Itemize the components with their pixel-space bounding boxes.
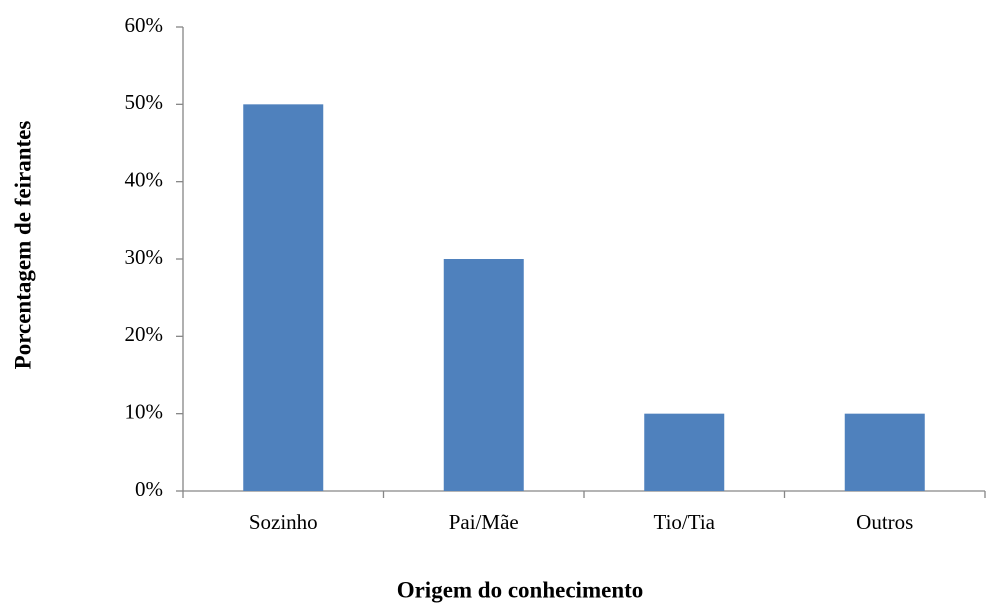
x-axis-title: Origem do conhecimento <box>397 577 644 602</box>
x-tick-label: Tio/Tia <box>653 510 715 534</box>
y-tick-label: 10% <box>125 399 164 423</box>
y-axis-title: Porcentagem de feirantes <box>10 121 35 370</box>
bar <box>443 259 524 491</box>
x-tick-label: Outros <box>856 510 913 534</box>
bar <box>243 104 324 491</box>
bar <box>644 413 725 491</box>
y-tick-label: 50% <box>125 90 164 114</box>
x-tick-label: Pai/Mãe <box>449 510 519 534</box>
y-tick-label: 40% <box>125 167 164 191</box>
x-tick-label: Sozinho <box>249 510 318 534</box>
y-tick-label: 20% <box>125 322 164 346</box>
y-tick-label: 60% <box>125 13 164 37</box>
y-tick-label: 0% <box>135 477 163 501</box>
bar <box>844 413 925 491</box>
y-tick-label: 30% <box>125 245 164 269</box>
